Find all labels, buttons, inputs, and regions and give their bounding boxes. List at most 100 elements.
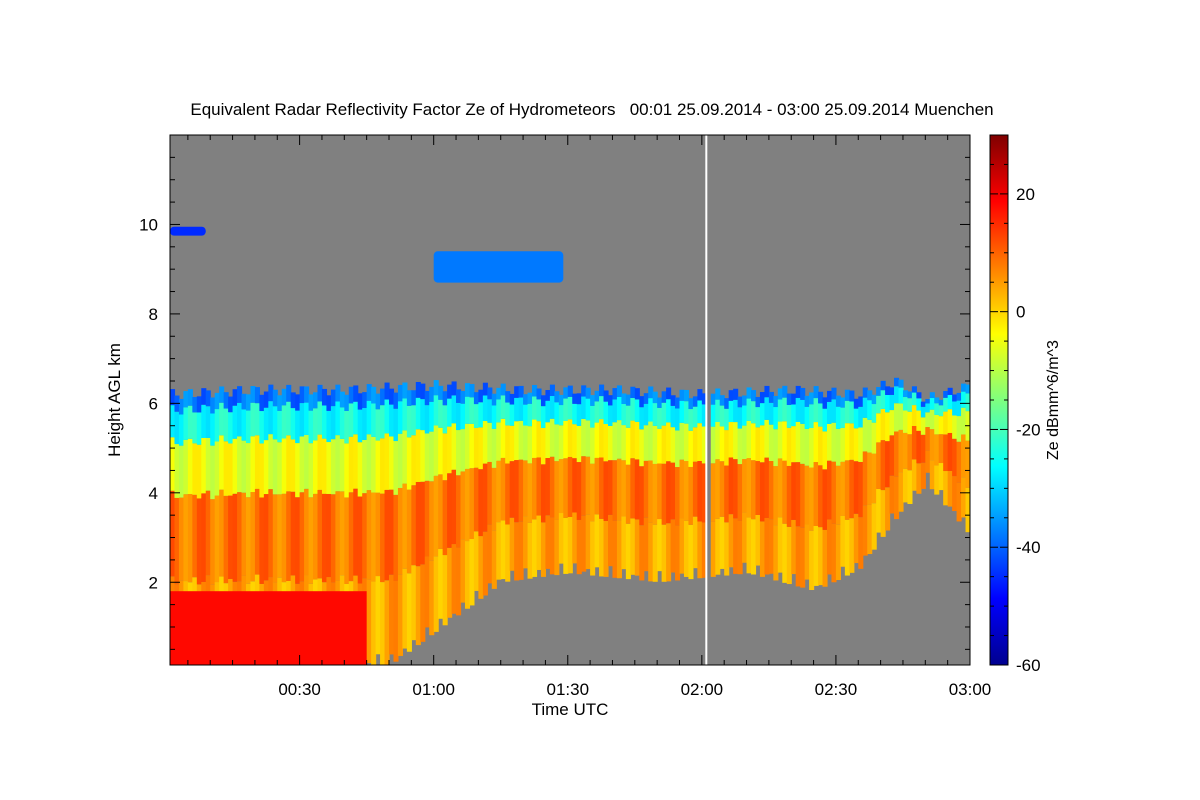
ze-cell xyxy=(715,399,721,422)
ze-cell xyxy=(241,492,247,576)
ze-cell xyxy=(916,463,922,494)
ze-cell xyxy=(759,425,766,463)
ze-cell xyxy=(616,458,622,521)
ze-cell xyxy=(456,402,462,431)
ze-cell xyxy=(402,430,408,484)
ze-cell xyxy=(572,512,578,564)
ze-cell xyxy=(826,519,833,575)
ze-cell xyxy=(782,421,788,461)
ze-cell xyxy=(603,461,609,521)
ze-cell xyxy=(733,518,739,574)
ze-cell xyxy=(822,469,828,530)
ze-cell xyxy=(782,523,788,583)
ze-cell xyxy=(585,387,591,399)
ze-cell xyxy=(920,417,926,435)
ze-cell xyxy=(911,459,917,491)
ze-cell xyxy=(840,461,846,516)
ze-cell xyxy=(572,403,578,425)
ze-cell xyxy=(371,436,377,493)
ze-cell xyxy=(907,470,913,504)
ze-cell xyxy=(335,491,341,581)
ze-cell xyxy=(442,555,448,626)
colorbar-label: Ze dBmm^6/m^3 xyxy=(1045,340,1062,460)
ze-cell xyxy=(509,461,515,518)
ze-cell xyxy=(505,391,511,403)
ze-cell xyxy=(916,398,922,411)
ze-cell xyxy=(514,386,520,398)
ze-cell xyxy=(795,526,801,587)
ze-cell xyxy=(277,494,283,578)
ze-cell xyxy=(500,457,506,521)
ze-cell xyxy=(308,410,314,444)
ze-cell xyxy=(746,398,752,421)
ze-cell xyxy=(621,425,627,461)
ze-cell xyxy=(773,407,779,430)
ze-cell xyxy=(683,520,690,577)
ze-cell xyxy=(487,399,493,423)
ze-cell xyxy=(330,439,336,495)
ze-cell xyxy=(330,389,336,407)
ze-cell xyxy=(259,411,265,444)
ze-cell xyxy=(500,520,506,580)
ze-cell xyxy=(558,425,564,460)
ze-cell xyxy=(357,393,363,410)
ze-cell xyxy=(335,435,341,492)
ze-cell xyxy=(393,441,399,495)
ze-cell xyxy=(210,397,216,414)
ze-cell xyxy=(764,397,770,420)
ze-cell xyxy=(956,482,962,522)
ze-cell xyxy=(406,489,412,574)
ze-cell xyxy=(290,408,296,440)
ze-cell xyxy=(683,401,690,424)
ze-cell xyxy=(889,475,895,514)
ze-cell xyxy=(724,465,730,523)
ze-cell xyxy=(715,388,721,400)
ze-cell xyxy=(460,403,466,430)
ze-cell xyxy=(567,456,573,518)
ze-cell xyxy=(438,427,444,475)
ze-cell xyxy=(500,418,506,458)
ze-cell xyxy=(205,490,211,576)
ze-cell xyxy=(826,423,833,461)
ze-cell xyxy=(473,404,479,428)
ze-cell xyxy=(952,476,958,512)
ze-cell xyxy=(616,420,622,459)
ze-cell xyxy=(366,434,372,491)
ze-cell xyxy=(831,461,837,524)
ze-cell xyxy=(518,385,524,398)
ze-cell xyxy=(178,497,185,581)
ze-cell xyxy=(196,412,202,445)
ze-cell xyxy=(344,443,350,498)
ze-cell xyxy=(245,394,252,411)
ze-cell xyxy=(871,453,877,504)
ze-cell xyxy=(581,418,587,457)
ze-cell xyxy=(956,416,962,442)
ze-cell xyxy=(545,400,551,423)
ze-cell xyxy=(214,441,220,496)
ze-cell xyxy=(670,427,676,463)
ze-cell xyxy=(697,400,703,424)
ze-cell xyxy=(411,405,417,436)
ze-cell xyxy=(527,463,533,523)
ze-cell xyxy=(433,475,439,557)
ze-cell xyxy=(871,503,877,550)
ze-cell xyxy=(464,383,471,397)
ze-cell xyxy=(482,531,488,596)
ze-cell xyxy=(228,412,234,444)
ze-cell xyxy=(956,400,962,417)
ze-cell xyxy=(304,402,310,435)
ze-cell xyxy=(482,421,488,464)
ze-cell xyxy=(961,477,967,518)
ze-cell xyxy=(773,525,779,581)
ze-cell xyxy=(764,385,770,398)
ze-cell xyxy=(487,461,493,525)
ze-cell xyxy=(657,428,663,464)
ze-cell xyxy=(259,443,265,498)
ze-cell xyxy=(804,395,810,407)
ze-cell xyxy=(420,481,426,565)
ze-cell xyxy=(755,396,761,408)
ze-cell xyxy=(880,490,886,537)
ze-cell xyxy=(397,384,404,402)
ze-cell xyxy=(482,382,488,396)
ze-cell xyxy=(934,397,940,404)
